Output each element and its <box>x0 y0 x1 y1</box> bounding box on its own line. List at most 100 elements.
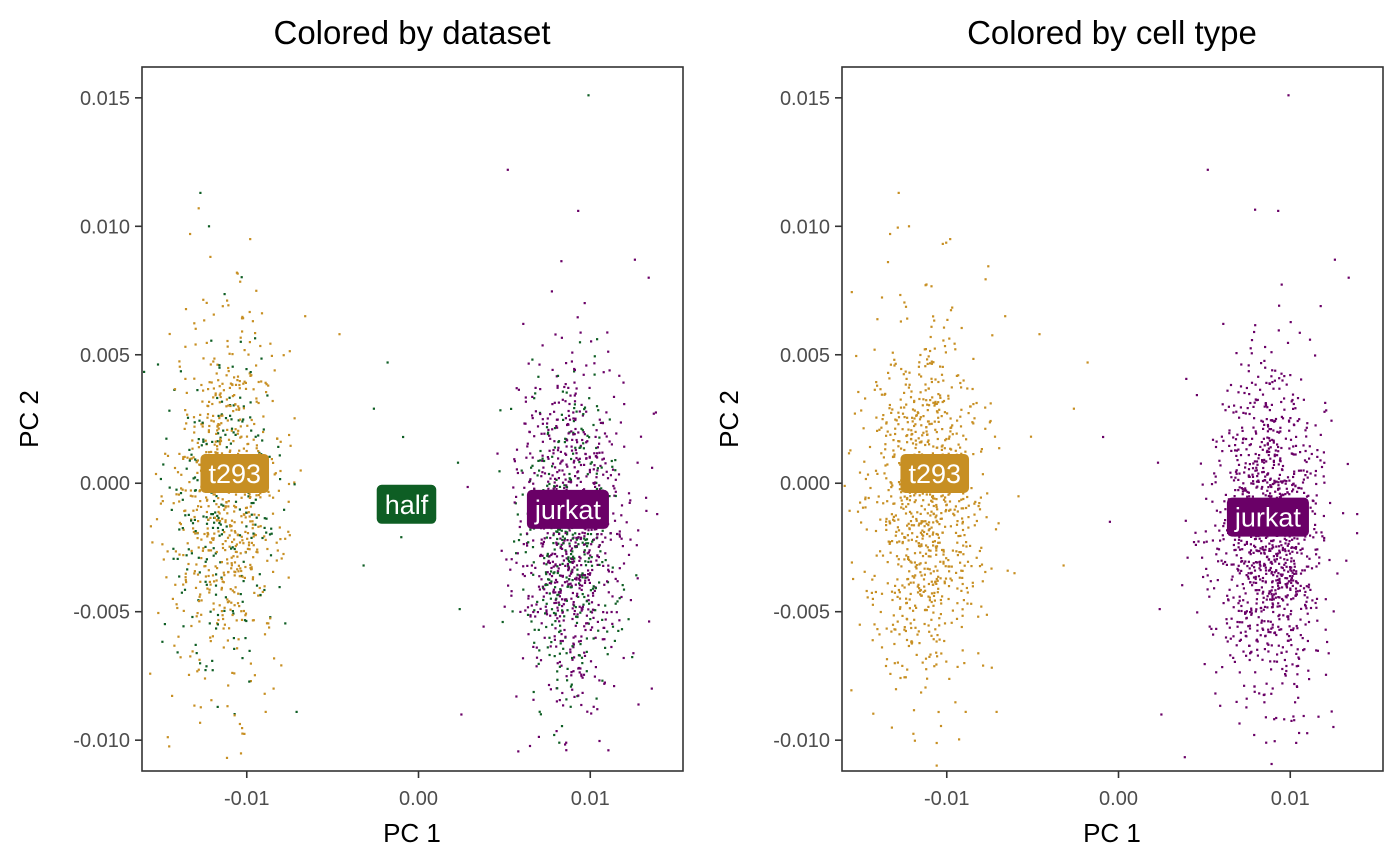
point-jurkat <box>574 475 577 478</box>
point-t293 <box>192 456 195 459</box>
point-t293 <box>943 345 947 348</box>
point-half <box>188 448 191 451</box>
point-t293 <box>927 355 930 358</box>
point-half <box>222 429 225 432</box>
point-t293 <box>903 416 906 419</box>
point-jurkat <box>645 496 648 499</box>
point-jurkat <box>546 532 549 535</box>
point-t293 <box>956 520 959 523</box>
point-half <box>543 459 546 463</box>
point-t293 <box>869 486 872 490</box>
point-t293 <box>969 405 972 408</box>
point-t293 <box>858 471 862 474</box>
point-jurkat <box>1286 476 1290 479</box>
point-half <box>548 592 551 595</box>
point-jurkat <box>607 749 610 752</box>
point-jurkat <box>1290 598 1293 601</box>
point-t293 <box>941 428 944 431</box>
point-t293 <box>943 447 946 450</box>
point-t293 <box>947 493 950 496</box>
point-t293 <box>176 606 179 610</box>
point-half <box>242 405 245 408</box>
point-t293 <box>899 676 902 680</box>
point-t293 <box>948 337 951 340</box>
point-jurkat <box>1293 572 1296 575</box>
point-t293 <box>932 531 935 534</box>
point-jurkat <box>583 550 586 553</box>
point-half <box>200 444 203 447</box>
point-t293 <box>265 622 269 625</box>
point-t293 <box>909 520 913 523</box>
point-t293 <box>907 558 911 561</box>
point-t293 <box>242 609 245 613</box>
point-t293 <box>991 334 994 337</box>
point-t293 <box>918 563 921 566</box>
point-t293 <box>242 447 245 450</box>
point-jurkat <box>617 473 621 476</box>
point-half <box>584 564 588 567</box>
point-t293 <box>219 440 223 443</box>
point-half <box>559 624 562 627</box>
point-jurkat <box>548 434 551 437</box>
point-t293 <box>879 518 882 521</box>
point-t293 <box>191 447 194 450</box>
point-half <box>611 465 614 468</box>
point-jurkat <box>569 651 572 654</box>
point-t293 <box>210 381 213 384</box>
point-t293 <box>922 431 925 434</box>
point-jurkat <box>1242 482 1245 485</box>
point-t293 <box>221 543 224 546</box>
point-jurkat <box>587 569 590 572</box>
point-jurkat <box>588 386 591 389</box>
point-t293 <box>863 460 866 463</box>
point-half <box>242 580 245 583</box>
point-t293 <box>1038 333 1041 336</box>
point-half <box>537 662 540 665</box>
point-t293 <box>198 490 201 493</box>
point-jurkat <box>1258 454 1261 457</box>
point-jurkat <box>1270 547 1274 550</box>
point-jurkat <box>1272 610 1275 614</box>
point-jurkat <box>1294 485 1297 488</box>
point-half <box>581 662 584 665</box>
point-jurkat <box>577 470 580 473</box>
point-jurkat <box>1267 447 1270 450</box>
point-half <box>582 442 585 445</box>
point-half <box>614 494 617 498</box>
point-t293 <box>178 500 181 503</box>
point-t293 <box>867 496 870 500</box>
point-jurkat <box>555 487 558 491</box>
point-half <box>577 595 580 598</box>
point-t293 <box>931 452 934 455</box>
point-jurkat <box>574 417 577 420</box>
point-jurkat <box>542 466 545 469</box>
point-half <box>458 608 461 611</box>
point-jurkat <box>541 545 544 548</box>
point-t293 <box>944 577 948 580</box>
point-t293 <box>234 506 238 509</box>
point-t293 <box>919 562 922 565</box>
point-jurkat <box>549 413 552 416</box>
point-jurkat <box>1303 569 1306 572</box>
point-t293 <box>240 496 243 499</box>
point-jurkat <box>581 573 585 576</box>
point-half <box>550 608 554 611</box>
point-half <box>601 679 604 682</box>
point-jurkat <box>1254 589 1257 592</box>
point-half <box>577 543 580 546</box>
point-t293 <box>924 608 927 611</box>
point-t293 <box>936 437 939 441</box>
point-jurkat <box>1248 658 1251 662</box>
point-jurkat <box>633 258 636 261</box>
point-jurkat <box>1260 441 1263 444</box>
point-jurkat <box>535 665 538 668</box>
point-jurkat <box>543 472 547 475</box>
point-jurkat <box>1253 460 1256 463</box>
point-t293 <box>228 545 231 548</box>
y-axis-title: PC 2 <box>14 390 44 448</box>
point-t293 <box>980 546 983 549</box>
point-half <box>597 629 600 632</box>
point-jurkat <box>571 688 574 691</box>
point-half <box>456 461 460 464</box>
